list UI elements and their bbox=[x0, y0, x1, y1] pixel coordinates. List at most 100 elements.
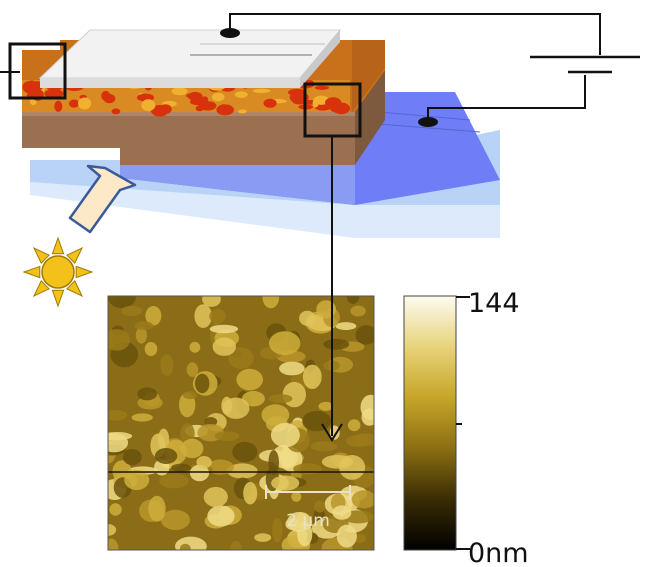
edge-highlight-box bbox=[8, 42, 67, 100]
active-domain bbox=[101, 90, 111, 101]
height-colorbar bbox=[403, 295, 457, 551]
colorbar-min-label: 0nm bbox=[468, 538, 529, 567]
sun-icon bbox=[22, 236, 94, 308]
afm-grain bbox=[195, 373, 210, 394]
afm-grain bbox=[148, 495, 166, 522]
active-domain bbox=[141, 99, 156, 112]
afm-grain bbox=[272, 518, 283, 543]
active-domain bbox=[171, 87, 188, 96]
afm-grain bbox=[108, 296, 137, 309]
afm-grain bbox=[346, 296, 360, 304]
afm-grain bbox=[351, 490, 374, 509]
afm-grain bbox=[268, 450, 280, 475]
afm-grain bbox=[154, 448, 178, 464]
afm-grain bbox=[355, 325, 374, 345]
afm-grain bbox=[108, 410, 128, 421]
afm-grain bbox=[254, 533, 272, 542]
afm-grain bbox=[323, 338, 350, 350]
active-domain bbox=[216, 104, 234, 116]
afm-grain bbox=[145, 306, 162, 326]
afm-grain bbox=[203, 486, 228, 508]
afm-grain bbox=[194, 304, 212, 328]
afm-grain bbox=[186, 362, 199, 377]
top-electrode bbox=[38, 29, 342, 88]
active-domain bbox=[314, 85, 330, 90]
afm-grain bbox=[354, 533, 366, 544]
afm-grain bbox=[299, 310, 316, 326]
top-contact-dot bbox=[220, 28, 240, 38]
afm-grain bbox=[262, 296, 280, 309]
active-domain bbox=[312, 99, 319, 108]
afm-grain bbox=[336, 524, 357, 548]
colorbar-ticks bbox=[456, 296, 470, 550]
afm-grain bbox=[207, 505, 235, 527]
afm-scale-label: 2 µm bbox=[286, 511, 330, 531]
active-domain bbox=[78, 97, 92, 110]
battery-icon bbox=[530, 55, 640, 74]
afm-grain bbox=[108, 329, 131, 351]
afm-grain bbox=[332, 505, 352, 520]
afm-grain bbox=[212, 337, 236, 356]
afm-grain bbox=[293, 463, 323, 475]
active-domain bbox=[263, 98, 277, 108]
afm-grain bbox=[160, 354, 174, 376]
afm-grain bbox=[108, 538, 119, 550]
active-domain bbox=[325, 97, 342, 108]
sun-ray bbox=[51, 236, 65, 255]
afm-grain bbox=[131, 413, 153, 422]
sun-ray bbox=[66, 280, 84, 298]
active-domain bbox=[159, 104, 172, 114]
afm-scale-bar bbox=[265, 485, 351, 499]
afm-grain bbox=[159, 473, 189, 489]
active-domain bbox=[292, 97, 307, 105]
afm-grain bbox=[175, 536, 207, 550]
afm-grain bbox=[109, 503, 122, 516]
afm-grain bbox=[268, 394, 293, 404]
sun-ray bbox=[32, 246, 50, 264]
active-domain bbox=[189, 98, 208, 106]
afm-grain bbox=[347, 419, 361, 432]
afm-grain bbox=[124, 469, 150, 490]
afm-grain bbox=[204, 417, 218, 427]
afm-grain bbox=[291, 491, 302, 502]
colorbar-max-label: 144 bbox=[468, 288, 520, 319]
afm-grain bbox=[214, 431, 240, 441]
afm-grain bbox=[302, 410, 332, 432]
afm-grain bbox=[243, 481, 258, 505]
afm-grain bbox=[196, 456, 212, 469]
afm-grain bbox=[134, 321, 154, 331]
afm-grain bbox=[135, 327, 147, 344]
afm-grain bbox=[232, 441, 258, 463]
afm-grain bbox=[171, 463, 192, 472]
afm-grain bbox=[302, 364, 322, 389]
afm-grain bbox=[310, 441, 338, 452]
afm-grain bbox=[227, 463, 258, 479]
active-domain bbox=[111, 108, 121, 115]
afm-grain bbox=[189, 464, 210, 482]
active-domain bbox=[44, 89, 64, 99]
active-domain bbox=[252, 88, 271, 93]
afm-grain bbox=[206, 459, 234, 475]
afm-image bbox=[108, 296, 374, 550]
bottom-contact-dot bbox=[418, 117, 438, 127]
afm-grain bbox=[179, 543, 191, 550]
sun-ray bbox=[51, 289, 65, 308]
afm-grain bbox=[335, 322, 357, 331]
afm-grain bbox=[209, 308, 226, 324]
afm-grain bbox=[282, 381, 306, 408]
afm-grain bbox=[160, 509, 190, 530]
afm-grain bbox=[269, 331, 301, 356]
incident-light-arrow-icon bbox=[68, 164, 137, 234]
afm-grain bbox=[144, 342, 158, 356]
active-domain bbox=[195, 105, 204, 112]
active-domain bbox=[211, 92, 225, 102]
active-domain bbox=[238, 109, 247, 114]
afm-grain bbox=[318, 401, 334, 411]
afm-grain bbox=[180, 438, 204, 459]
afm-grain bbox=[339, 455, 366, 480]
afm-grain bbox=[202, 296, 221, 307]
afm-grain bbox=[270, 422, 300, 448]
active-domain bbox=[234, 91, 248, 98]
afm-grain bbox=[228, 347, 254, 370]
